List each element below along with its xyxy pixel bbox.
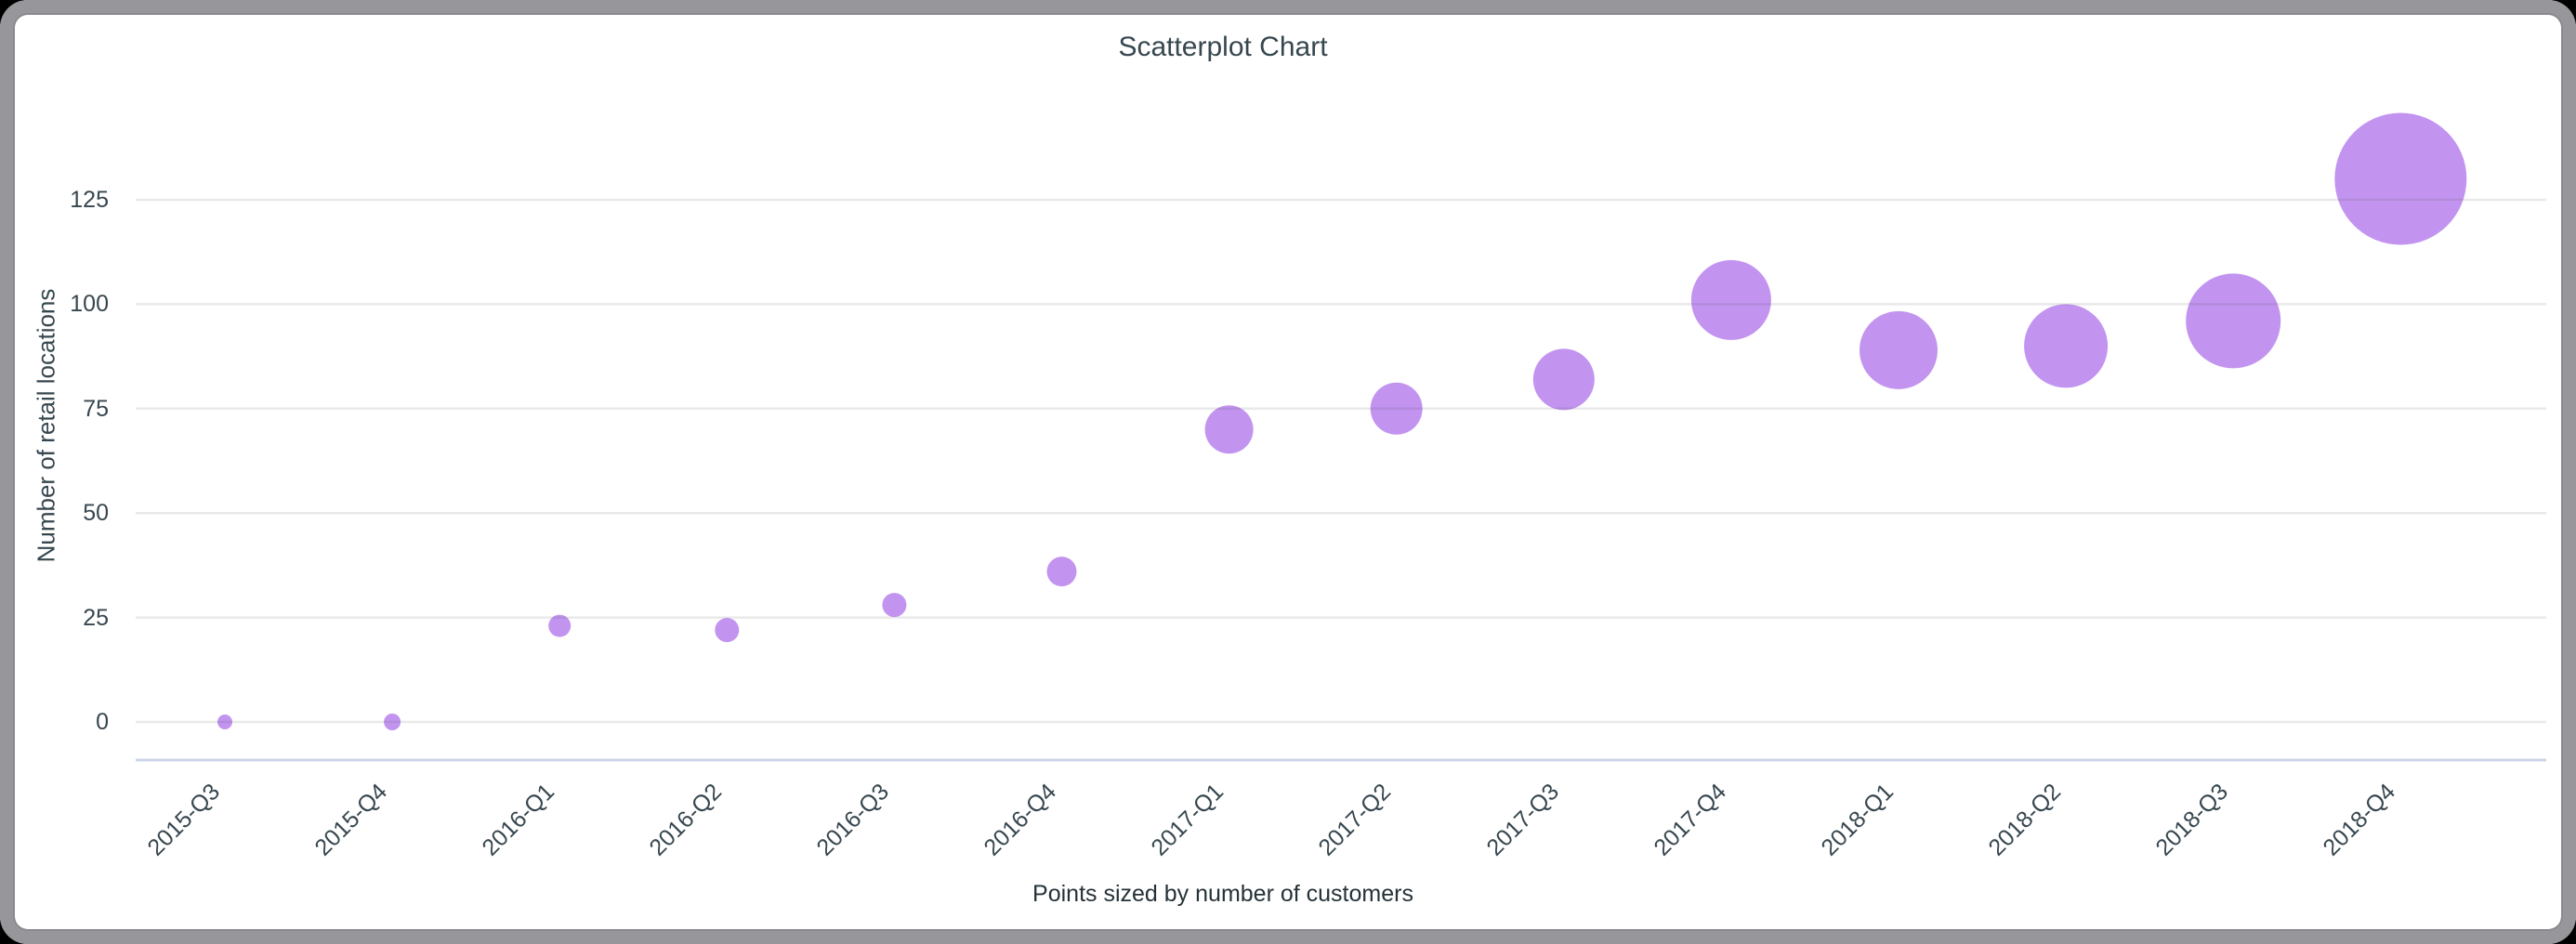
- data-point-2017-Q4[interactable]: [1690, 259, 1771, 340]
- data-point-2016-Q3[interactable]: [882, 593, 907, 618]
- data-point-2018-Q1[interactable]: [1860, 310, 1938, 389]
- data-point-2017-Q1[interactable]: [1204, 405, 1254, 454]
- y-tick-label-125: 125: [70, 187, 109, 213]
- y-tick-label-75: 75: [83, 395, 109, 422]
- data-point-2018-Q2[interactable]: [2024, 304, 2109, 388]
- y-tick-label-0: 0: [96, 709, 109, 735]
- data-point-2015-Q3[interactable]: [217, 715, 232, 729]
- data-point-2016-Q4[interactable]: [1046, 557, 1077, 587]
- data-point-2017-Q2[interactable]: [1370, 382, 1423, 435]
- data-point-2015-Q4[interactable]: [384, 714, 401, 730]
- chart-title: Scatterplot Chart: [1118, 32, 1328, 62]
- data-point-2018-Q3[interactable]: [2186, 273, 2281, 369]
- y-tick-label-100: 100: [70, 291, 109, 318]
- data-point-2016-Q1[interactable]: [548, 614, 572, 637]
- y-tick-label-25: 25: [83, 604, 109, 631]
- chart-caption: Points sized by number of customers: [1032, 881, 1413, 907]
- data-point-2016-Q2[interactable]: [715, 618, 740, 643]
- y-tick-label-50: 50: [83, 500, 109, 527]
- data-point-2018-Q4[interactable]: [2334, 112, 2467, 245]
- data-point-2017-Q3[interactable]: [1532, 348, 1595, 411]
